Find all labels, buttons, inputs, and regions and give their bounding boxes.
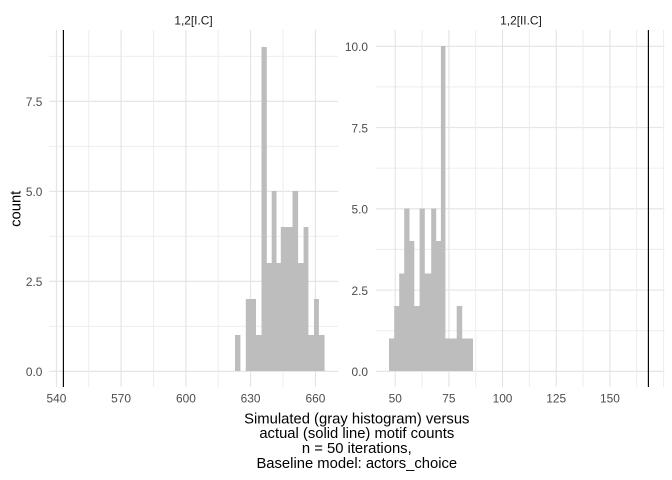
svg-text:actual (solid line) motif coun: actual (solid line) motif counts	[259, 426, 454, 442]
svg-text:7.5: 7.5	[26, 95, 43, 109]
svg-text:0.0: 0.0	[351, 365, 368, 379]
svg-text:5.0: 5.0	[351, 203, 368, 217]
svg-text:600: 600	[176, 392, 196, 406]
svg-text:2.5: 2.5	[351, 284, 368, 298]
svg-text:10.0: 10.0	[345, 40, 369, 54]
svg-text:570: 570	[111, 392, 131, 406]
svg-text:50: 50	[389, 392, 403, 406]
svg-text:1,2[II.C]: 1,2[II.C]	[500, 14, 542, 28]
svg-text:125: 125	[546, 392, 566, 406]
svg-text:660: 660	[305, 392, 325, 406]
svg-text:Baseline model: actors_choice: Baseline model: actors_choice	[256, 456, 457, 472]
svg-text:630: 630	[241, 392, 261, 406]
svg-text:1,2[I.C]: 1,2[I.C]	[174, 14, 212, 28]
svg-text:2.5: 2.5	[26, 275, 43, 289]
svg-text:100: 100	[493, 392, 513, 406]
svg-text:count: count	[9, 191, 25, 227]
svg-text:n = 50 iterations,: n = 50 iterations,	[302, 441, 412, 457]
svg-text:Simulated (gray histogram) ver: Simulated (gray histogram) versus	[244, 411, 469, 427]
svg-text:75: 75	[442, 392, 456, 406]
svg-text:5.0: 5.0	[26, 185, 43, 199]
svg-text:150: 150	[600, 392, 620, 406]
svg-text:540: 540	[46, 392, 66, 406]
svg-text:0.0: 0.0	[26, 365, 43, 379]
svg-text:7.5: 7.5	[351, 122, 368, 136]
